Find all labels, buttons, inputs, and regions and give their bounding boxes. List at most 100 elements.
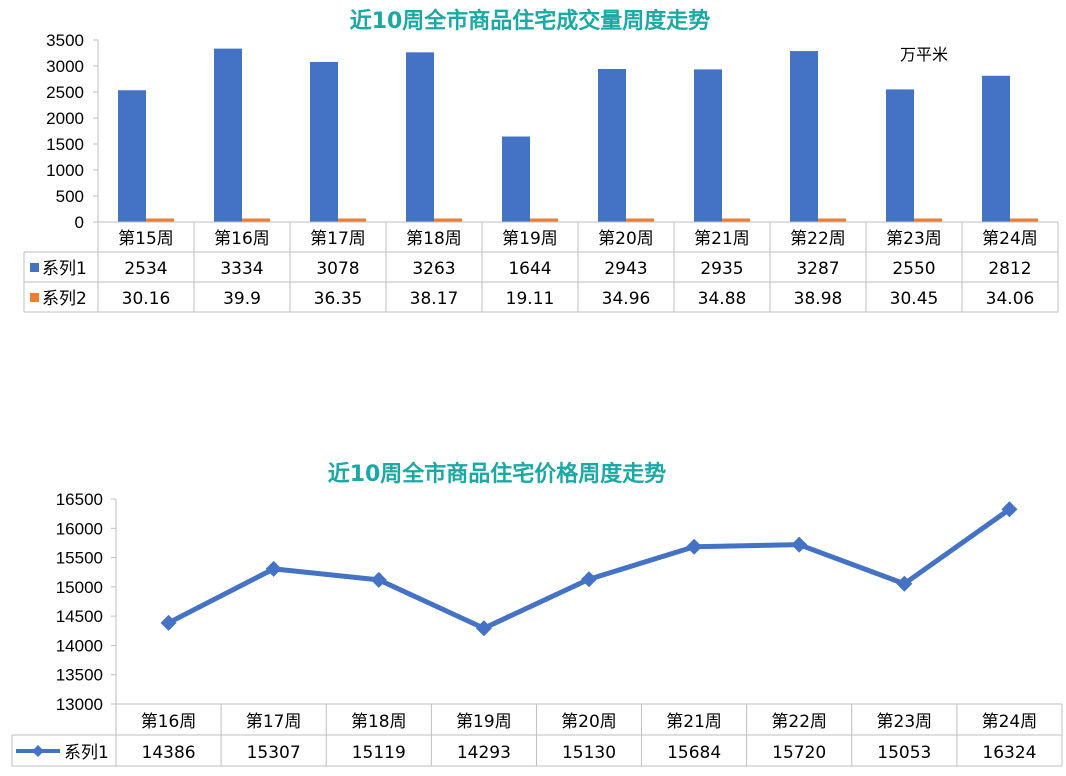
legend-label-series1: 系列1 <box>64 743 109 763</box>
bar-series1 <box>598 68 626 223</box>
series1-value: 15053 <box>877 743 931 763</box>
series1-marker <box>265 560 282 577</box>
y-tick-label: 16500 <box>56 490 103 509</box>
category-label: 第15周 <box>118 229 174 249</box>
price-chart-svg: 近10周全市商品住宅价格周度走势 13000 13500 14000 14500 1500… <box>11 461 1063 767</box>
bar-series1 <box>214 48 242 222</box>
category-label: 第18周 <box>351 712 407 732</box>
volume-chart: 近10周全市商品住宅成交量周度走势万平米 0 500 1000 1500 2000 2500… <box>0 0 1066 330</box>
y-tick-label: 13500 <box>56 666 103 685</box>
y-tick-label: 500 <box>56 187 84 206</box>
series1-value: 2534 <box>124 259 167 279</box>
chart-title: 近10周全市商品住宅价格周度走势 <box>328 461 667 487</box>
bar-series2 <box>146 218 174 222</box>
category-label: 第23周 <box>877 712 933 732</box>
legend-key-series1 <box>30 263 39 272</box>
bar-series2 <box>818 218 846 222</box>
chart-title: 近10周全市商品住宅成交量周度走势 <box>350 8 711 34</box>
series1-value: 2812 <box>988 259 1031 279</box>
bar-series2 <box>338 218 366 222</box>
legend-key-series2 <box>30 293 39 302</box>
category-label: 第16周 <box>141 712 197 732</box>
series2-value: 36.35 <box>314 289 363 309</box>
bar-series1 <box>502 136 530 222</box>
series2-value: 19.11 <box>506 289 555 309</box>
series1-value: 3263 <box>412 259 455 279</box>
category-label: 第23周 <box>886 229 942 249</box>
series2-value: 30.16 <box>122 289 171 309</box>
series1-marker <box>475 620 492 637</box>
bar-series1 <box>406 52 434 222</box>
category-label: 第20周 <box>561 712 617 732</box>
category-label: 第24周 <box>982 712 1038 732</box>
series2-value: 38.17 <box>410 289 459 309</box>
bar-series2 <box>242 218 270 222</box>
category-label: 第22周 <box>771 712 827 732</box>
series1-value: 14386 <box>142 743 196 763</box>
series1-value: 16324 <box>982 743 1036 763</box>
series2-value: 39.9 <box>223 289 261 309</box>
y-tick-label: 2000 <box>46 109 84 128</box>
bar-series1 <box>694 69 722 222</box>
bar-series2 <box>626 218 654 222</box>
bar-series2 <box>1010 218 1038 222</box>
series1-marker <box>686 538 703 555</box>
y-tick-label: 14000 <box>56 636 103 655</box>
series1-value: 2550 <box>892 259 935 279</box>
bar-series2 <box>722 218 750 222</box>
legend-key-marker <box>32 745 44 757</box>
category-label: 第19周 <box>502 229 558 249</box>
series2-value: 30.45 <box>890 289 939 309</box>
y-tick-label: 1500 <box>46 135 84 154</box>
y-tick-label: 13000 <box>56 695 103 714</box>
y-tick-label: 15500 <box>56 549 103 568</box>
legend-label-series2: 系列2 <box>42 289 87 309</box>
series1-value: 15684 <box>667 743 721 763</box>
category-label: 第16周 <box>214 229 270 249</box>
y-tick-label: 3500 <box>46 31 84 50</box>
series1-value: 2935 <box>700 259 743 279</box>
bar-series2 <box>530 218 558 222</box>
bar-series1 <box>790 51 818 222</box>
series1-value: 15119 <box>352 743 406 763</box>
y-tick-label: 16000 <box>56 519 103 538</box>
series1-value: 14293 <box>457 743 511 763</box>
category-label: 第19周 <box>456 712 512 732</box>
unit-label: 万平米 <box>900 45 948 64</box>
series1-marker <box>791 536 808 553</box>
category-label: 第18周 <box>406 229 462 249</box>
y-tick-label: 2500 <box>46 83 84 102</box>
y-tick-label: 14500 <box>56 607 103 626</box>
category-label: 第21周 <box>666 712 722 732</box>
category-label: 第21周 <box>694 229 750 249</box>
series1-marker <box>370 571 387 588</box>
bar-series2 <box>434 218 462 222</box>
bar-series1 <box>886 89 914 223</box>
series2-value: 34.88 <box>698 289 747 309</box>
legend-label-series1: 系列1 <box>42 259 87 279</box>
series2-value: 34.96 <box>602 289 651 309</box>
category-label: 第20周 <box>598 229 654 249</box>
series2-value: 38.98 <box>794 289 843 309</box>
category-label: 第22周 <box>790 229 846 249</box>
y-tick-label: 15000 <box>56 578 103 597</box>
series1-marker <box>160 614 177 631</box>
series1-marker <box>581 571 597 588</box>
series1-value: 3287 <box>796 259 839 279</box>
y-tick-label: 3000 <box>46 57 84 76</box>
y-tick-label: 0 <box>75 213 84 232</box>
series1-value: 3334 <box>220 259 263 279</box>
price-chart: 近10周全市商品住宅价格周度走势 13000 13500 14000 14500 1500… <box>0 448 1066 776</box>
series1-value: 15130 <box>562 743 616 763</box>
bar-series1 <box>982 75 1010 222</box>
y-tick-label: 1000 <box>46 161 84 180</box>
series1-line <box>166 506 1012 631</box>
series1-marker <box>896 575 913 592</box>
series1-value: 2943 <box>604 259 647 279</box>
bar-series1 <box>118 90 146 223</box>
series1-value: 15307 <box>247 743 301 763</box>
series1-value: 15720 <box>772 743 826 763</box>
bar-series2 <box>914 218 942 222</box>
category-label: 第24周 <box>982 229 1038 249</box>
